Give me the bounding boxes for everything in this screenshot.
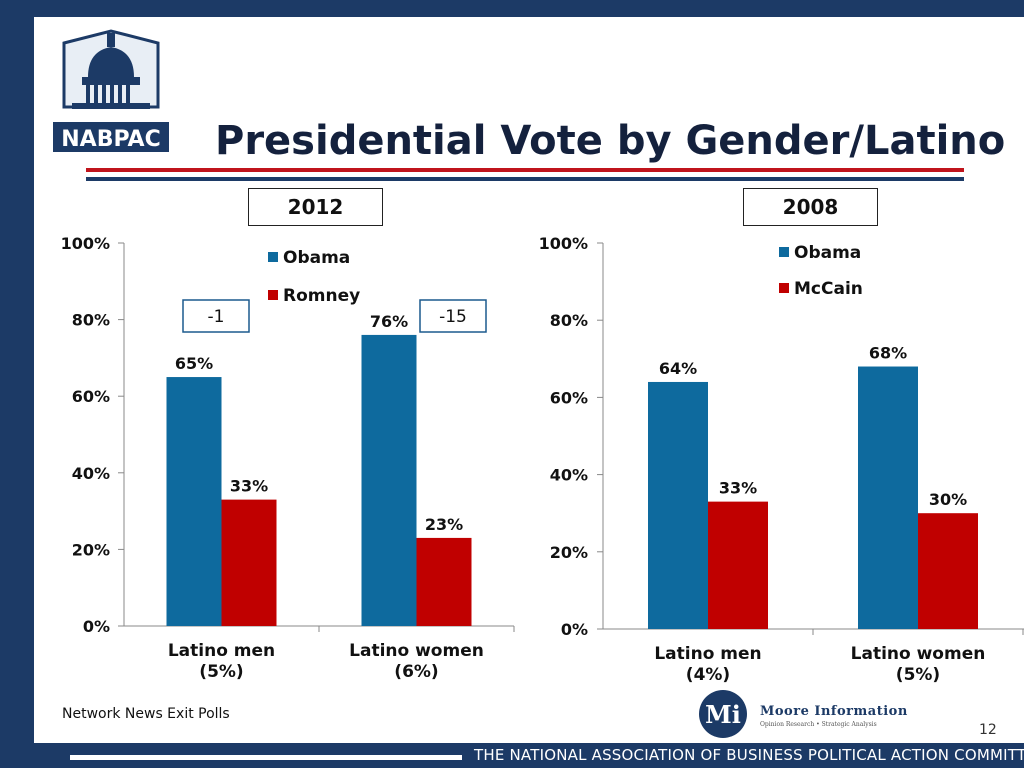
legend-label: Obama	[283, 248, 350, 268]
y-tick-label: 100%	[539, 234, 588, 253]
legend-label: Romney	[283, 286, 360, 306]
y-tick-label: 60%	[72, 387, 110, 406]
legend-label: McCain	[794, 279, 863, 299]
bar-obama	[858, 366, 918, 629]
bar-romney	[416, 537, 472, 626]
page-title: Presidential Vote by Gender/Latino	[215, 118, 1006, 164]
page-number: 12	[979, 722, 997, 738]
y-tick-label: 0%	[561, 620, 588, 639]
capitol-dome-icon	[62, 29, 160, 109]
y-tick-label: 100%	[61, 234, 110, 253]
legend-swatch-obama	[268, 252, 278, 262]
footer-text: THE NATIONAL ASSOCIATION OF BUSINESS POL…	[474, 746, 1024, 764]
data-label: 64%	[659, 359, 697, 378]
y-tick-label: 20%	[72, 540, 110, 559]
y-tick-label: 20%	[550, 543, 588, 562]
moore-tagline: Opinion Research • Strategic Analysis	[760, 721, 877, 728]
title-rule-red	[86, 168, 964, 172]
category-label: (6%)	[394, 662, 438, 682]
bar-obama	[648, 381, 708, 629]
chart-title-2008: 2008	[743, 188, 878, 226]
data-label: 65%	[175, 354, 213, 373]
nabpac-logo: NABPAC	[51, 29, 171, 154]
y-tick-label: 40%	[550, 466, 588, 485]
data-label: 33%	[230, 477, 268, 496]
gap-annotation: -1	[208, 307, 225, 327]
category-label: Latino men	[168, 641, 275, 661]
bar-obama	[361, 334, 417, 626]
y-tick-label: 40%	[72, 464, 110, 483]
bar-mccain	[708, 501, 768, 629]
data-label: 23%	[425, 515, 463, 534]
data-label: 76%	[370, 312, 408, 331]
moore-logo-initial: Mi	[705, 700, 741, 729]
data-label: 33%	[719, 479, 757, 498]
gap-annotation-box	[419, 299, 487, 333]
chart-title-2012: 2012	[248, 188, 383, 226]
y-tick-label: 0%	[83, 617, 110, 636]
bar-mccain	[918, 513, 978, 629]
y-tick-label: 80%	[550, 311, 588, 330]
y-tick-label: 80%	[72, 311, 110, 330]
source-note: Network News Exit Polls	[62, 706, 230, 722]
moore-information-logo: Mi	[699, 690, 747, 738]
logo-text: NABPAC	[61, 127, 160, 152]
category-label: (5%)	[896, 665, 940, 685]
moore-name: Moore Information	[760, 704, 908, 719]
moore-logo-circle	[699, 690, 747, 738]
y-tick-label: 60%	[550, 388, 588, 407]
gap-annotation: -15	[439, 307, 467, 327]
category-label: (4%)	[686, 665, 730, 685]
legend-label: Obama	[794, 243, 861, 263]
category-label: Latino women	[851, 644, 986, 664]
bar-obama	[166, 377, 222, 626]
bar-romney	[221, 499, 277, 626]
category-label: Latino women	[349, 641, 484, 661]
data-label: 30%	[929, 490, 967, 509]
title-rule-blue	[86, 177, 964, 181]
legend-swatch-romney	[268, 290, 278, 300]
footer-line	[70, 755, 462, 760]
gap-annotation-box	[182, 299, 250, 333]
legend-swatch-obama	[779, 247, 789, 257]
legend-swatch-mccain	[779, 283, 789, 293]
category-label: Latino men	[654, 644, 761, 664]
data-label: 68%	[869, 344, 907, 363]
category-label: (5%)	[199, 662, 243, 682]
